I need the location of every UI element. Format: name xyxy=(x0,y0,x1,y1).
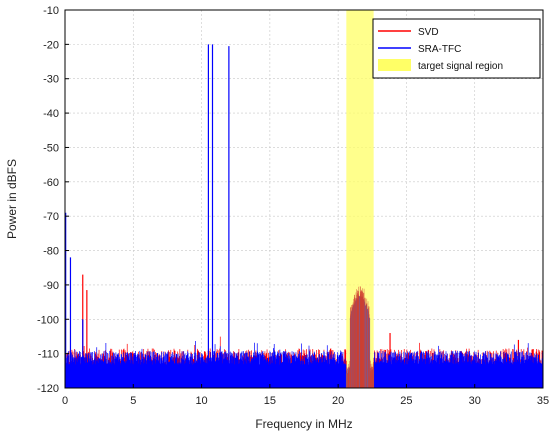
y-tick-label: -80 xyxy=(43,246,59,258)
y-tick-label: -20 xyxy=(43,39,59,51)
x-tick-label: 35 xyxy=(537,395,549,407)
y-tick-label: -100 xyxy=(37,314,59,326)
x-tick-label: 10 xyxy=(195,395,207,407)
y-tick-label: -60 xyxy=(43,177,59,189)
x-tick-label: 5 xyxy=(130,395,136,407)
legend-label-target-band: target signal region xyxy=(418,61,503,72)
series-sra-tfc xyxy=(64,44,544,388)
x-tick-label: 20 xyxy=(332,395,344,407)
y-tick-label: -40 xyxy=(43,108,59,120)
band-signal-svd xyxy=(346,286,374,388)
y-axis-ticks: -10 -20 -30 -40 -50 -60 -70 -80 -90 -100 -110 -120 xyxy=(37,5,69,395)
y-tick-label: -30 xyxy=(43,74,59,86)
legend-label-sra-tfc: SRA-TFC xyxy=(418,44,461,55)
y-tick-label: -110 xyxy=(38,349,59,361)
y-axis-label: Power in dBFS xyxy=(5,159,19,239)
legend-swatch-target-band xyxy=(378,59,411,71)
x-tick-label: 15 xyxy=(264,395,276,407)
x-axis-ticks: 0 5 10 15 20 25 30 35 xyxy=(62,384,549,407)
legend: SVD SRA-TFC target signal region xyxy=(372,18,541,79)
y-tick-label: -50 xyxy=(43,142,59,154)
x-axis-label: Frequency in MHz xyxy=(255,417,352,431)
y-tick-label: -90 xyxy=(43,280,59,292)
target-signal-trace xyxy=(345,286,375,388)
sra-tfc-noise-floor xyxy=(64,340,544,388)
x-tick-label: 0 xyxy=(62,395,68,407)
y-tick-label: -10 xyxy=(43,5,59,17)
legend-label-svd: SVD xyxy=(418,27,439,38)
x-tick-label: 25 xyxy=(400,395,412,407)
y-tick-label: -70 xyxy=(43,211,59,223)
x-tick-label: 30 xyxy=(469,395,481,407)
plot-frame xyxy=(64,9,544,389)
y-tick-label: -120 xyxy=(37,383,59,395)
